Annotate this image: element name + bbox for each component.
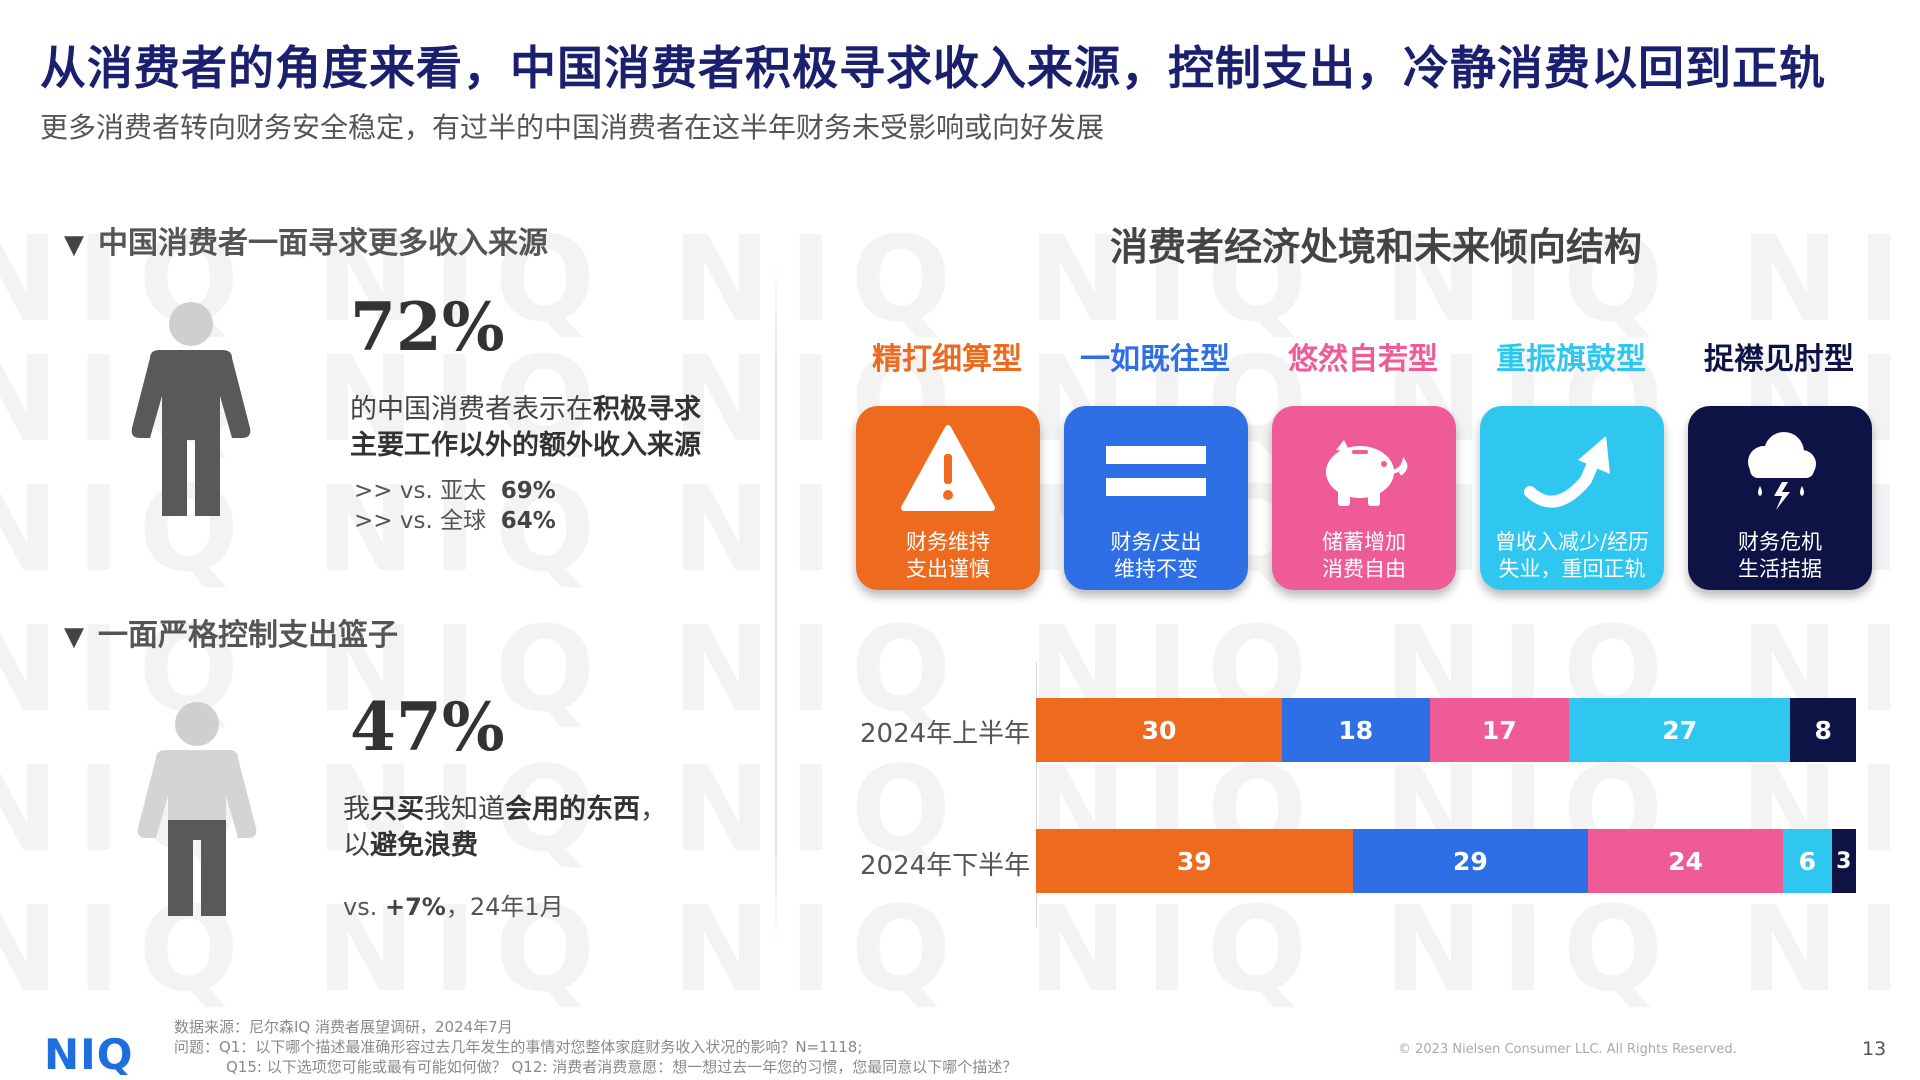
page-number: 13 (1862, 1038, 1887, 1060)
person-icon-dark (131, 302, 251, 516)
chart-title: 消费者经济处境和未来倾向结构 (1110, 225, 1643, 269)
tile-unchanged-text: 财务/支出 维持不变 (1064, 529, 1248, 583)
tile-rebound: 曾收入减少/经历 失业，重回正轨 (1480, 406, 1664, 590)
footnote-source: 数据来源：尼尔森IQ 消费者展望调研，2024年7月 (174, 1018, 513, 1036)
bar-segment: 18 (1282, 698, 1430, 762)
vs-global-label: >> vs. 全球 (354, 508, 487, 534)
tile-unchanged-line1: 财务/支出 (1110, 530, 1202, 554)
income-vs-global: >> vs. 全球 64% (354, 506, 556, 536)
income-desc-line1: 的中国消费者表示在积极寻求 (350, 392, 701, 428)
vs-global-value: 64% (500, 508, 556, 534)
tile-careful: 财务维持 支出谨慎 (856, 406, 1040, 590)
type-label-relaxed: 悠然自若型 (1288, 342, 1438, 377)
footnote-q1: 问题：Q1：以下哪个描述最准确形容过去几年发生的事情对您整体家庭财务收入状况的影… (174, 1038, 863, 1056)
section-spending-heading: ▼ 一面严格控制支出篮子 (64, 610, 398, 654)
bar-segment: 24 (1588, 829, 1783, 893)
column-divider (775, 260, 777, 950)
spending-desc-bold: 只买 (370, 794, 424, 825)
spending-vs-value: +7% (384, 893, 446, 921)
triangle-down-icon: ▼ (64, 622, 84, 652)
spending-pct: 47% (350, 688, 505, 766)
bar-segment: 30 (1036, 698, 1282, 762)
spending-desc-text: 我 (343, 794, 370, 825)
type-label-careful: 精打细算型 (872, 342, 1022, 377)
bar-segment: 27 (1569, 698, 1791, 762)
spending-desc-line1: 我只买我知道会用的东西， (343, 792, 667, 828)
person-icon-grey (137, 702, 257, 916)
tile-unchanged-line2: 维持不变 (1114, 557, 1198, 581)
type-label-rebound: 重振旗鼓型 (1496, 342, 1646, 377)
spending-desc-line2: 以避免浪费 (343, 828, 478, 864)
bar-segment: 29 (1352, 829, 1589, 893)
spending-desc-text: 我知道 (424, 794, 505, 825)
rebound-arrow-icon (1524, 436, 1610, 508)
equals-icon (1106, 446, 1206, 496)
income-desc-text: 的中国消费者表示在 (350, 394, 593, 425)
storm-cloud-icon (1748, 432, 1816, 510)
tile-strained-line2: 生活拮据 (1738, 557, 1822, 581)
bar-segment: 8 (1790, 698, 1856, 762)
tile-strained-line1: 财务危机 (1738, 530, 1822, 554)
bar-segment: 17 (1429, 698, 1569, 762)
vs-apac-label: >> vs. 亚太 (354, 478, 487, 504)
spending-vs: vs. +7%，24年1月 (343, 892, 564, 922)
copyright-text: © 2023 Nielsen Consumer LLC. All Rights … (1398, 1042, 1737, 1057)
piggy-bank-icon (1326, 440, 1408, 506)
income-desc-bold: 积极寻求 (593, 394, 701, 425)
tile-rebound-line1: 曾收入减少/经历 (1494, 530, 1650, 554)
spending-desc-bold: 避免浪费 (370, 830, 478, 861)
tile-rebound-line2: 失业，重回正轨 (1498, 557, 1646, 581)
section-income-heading-text: 中国消费者一面寻求更多收入来源 (98, 226, 548, 261)
tile-strained-text: 财务危机 生活拮据 (1688, 529, 1872, 583)
footnote-q15: Q15: 以下选项您可能或最有可能如何做？ Q12: 消费者消费意愿：想一想过去… (226, 1058, 1018, 1076)
type-label-unchanged: 一如既往型 (1080, 342, 1230, 377)
page-title: 从消费者的角度来看，中国消费者积极寻求收入来源，控制支出，冷静消费以回到正轨 (40, 41, 1826, 95)
spending-vs-prefix: vs. (343, 893, 385, 921)
tile-relaxed: 储蓄增加 消费自由 (1272, 406, 1456, 590)
page-subtitle: 更多消费者转向财务安全稳定，有过半的中国消费者在这半年财务未受影响或向好发展 (40, 111, 1105, 144)
tile-strained: 财务危机 生活拮据 (1688, 406, 1872, 590)
tile-rebound-text: 曾收入减少/经历 失业，重回正轨 (1480, 529, 1664, 583)
warning-icon (901, 425, 995, 511)
bar-segment: 3 (1831, 829, 1856, 893)
spending-desc-bold: 会用的东西 (505, 794, 640, 825)
watermark-row: NIQ NIQ NIQ NIQ NIQ NIQ NIQ NIQ (0, 880, 1920, 1018)
tile-unchanged: 财务/支出 维持不变 (1064, 406, 1248, 590)
bar-segment: 39 (1036, 829, 1353, 893)
tile-relaxed-text: 储蓄增加 消费自由 (1272, 529, 1456, 583)
bar-segment: 6 (1782, 829, 1832, 893)
triangle-down-icon: ▼ (64, 230, 84, 260)
type-label-strained: 捉襟见肘型 (1704, 342, 1854, 377)
section-spending-heading-text: 一面严格控制支出篮子 (98, 618, 398, 653)
vs-apac-value: 69% (500, 478, 556, 504)
row-label-h2: 2024年下半年 (860, 851, 1031, 881)
income-pct: 72% (350, 288, 505, 366)
tile-careful-line1: 财务维持 (906, 530, 990, 554)
section-income-heading: ▼ 中国消费者一面寻求更多收入来源 (64, 218, 548, 262)
niq-logo: NIQ (44, 1030, 134, 1079)
income-vs-apac: >> vs. 亚太 69% (354, 476, 556, 506)
spending-desc-text: ， (640, 794, 667, 825)
row-label-h1: 2024年上半年 (860, 719, 1031, 749)
tile-careful-text: 财务维持 支出谨慎 (856, 529, 1040, 583)
tile-relaxed-line2: 消费自由 (1322, 557, 1406, 581)
spending-desc-text: 以 (343, 830, 370, 861)
tile-relaxed-line1: 储蓄增加 (1322, 530, 1406, 554)
tile-careful-line2: 支出谨慎 (906, 557, 990, 581)
spending-vs-suffix: ，24年1月 (445, 893, 564, 921)
chart-axis-line (1036, 662, 1037, 927)
income-desc-line2: 主要工作以外的额外收入来源 (350, 430, 701, 461)
